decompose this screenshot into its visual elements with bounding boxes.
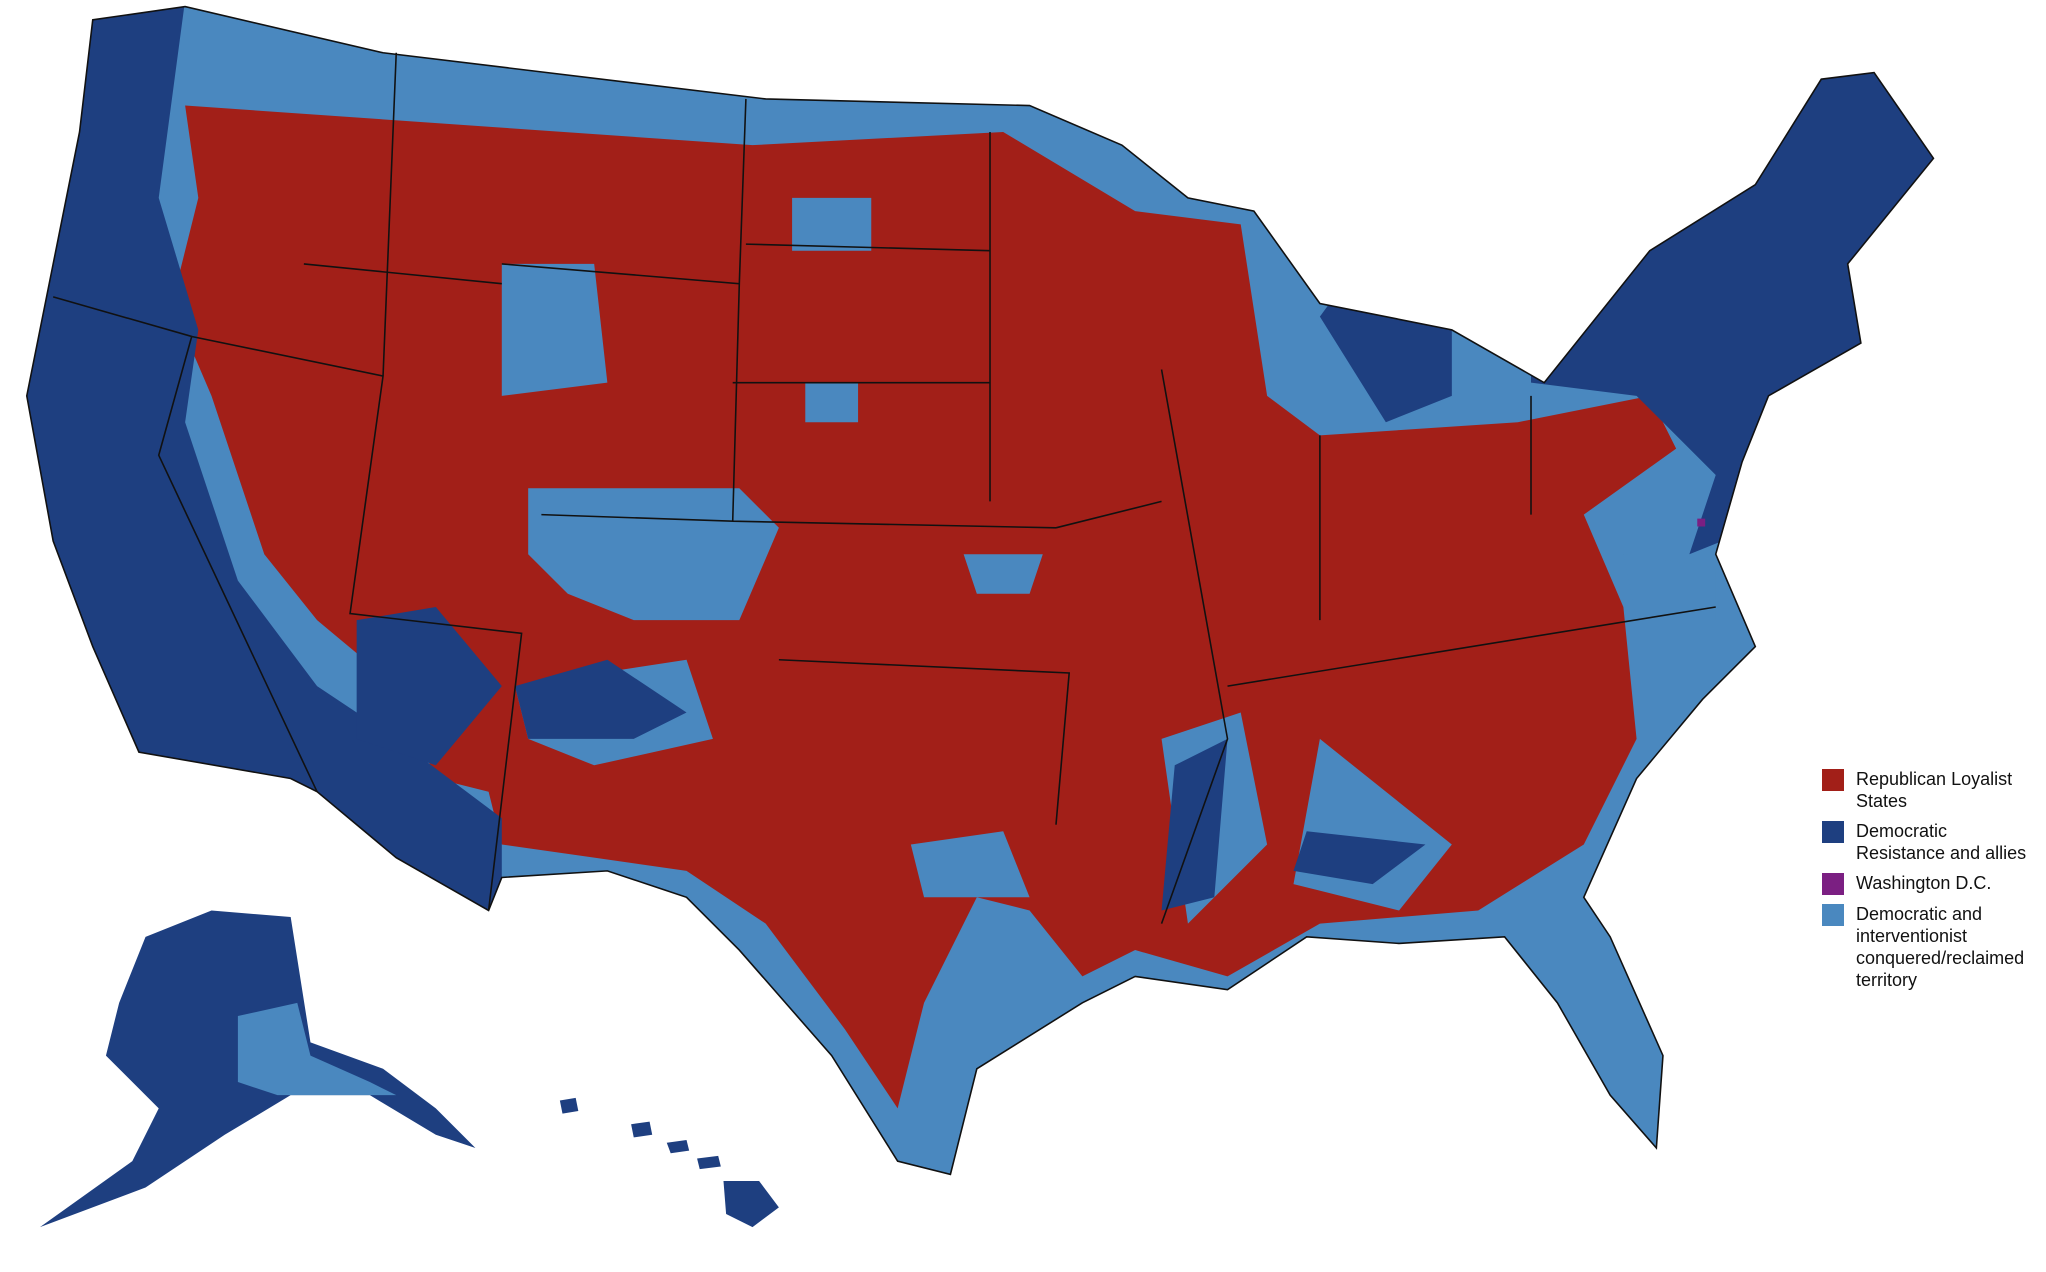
legend-swatch — [1822, 904, 1844, 926]
region — [356, 171, 1452, 911]
legend-swatch — [1822, 769, 1844, 791]
region — [26, 6, 502, 924]
region — [237, 1002, 397, 1096]
region — [559, 1097, 779, 1228]
hawaii — [559, 1097, 779, 1228]
region — [1623, 554, 1716, 621]
legend-item: Republican Loyalist States — [1822, 768, 2032, 812]
region — [171, 105, 1677, 1109]
legend-item: Washington D.C. — [1822, 872, 2032, 895]
state-borders — [25, 5, 1935, 1176]
legend-item: Democratic Resistance and allies — [1822, 820, 2032, 864]
legend-swatch — [1822, 821, 1844, 843]
region — [1697, 518, 1706, 527]
alaska — [39, 910, 476, 1228]
legend-label: Washington D.C. — [1856, 873, 1992, 893]
legend-label: Democratic Resistance and allies — [1856, 821, 2027, 863]
legend-swatch — [1822, 873, 1844, 895]
region — [1531, 52, 1934, 555]
legend-item: Democratic and interventionist conquered… — [1822, 903, 2032, 991]
legend-label: Republican Loyalist States — [1856, 769, 2013, 811]
legend: Republican Loyalist States Democratic Res… — [1822, 768, 2032, 999]
legend-label: Democratic and interventionist conquered… — [1856, 904, 2025, 990]
